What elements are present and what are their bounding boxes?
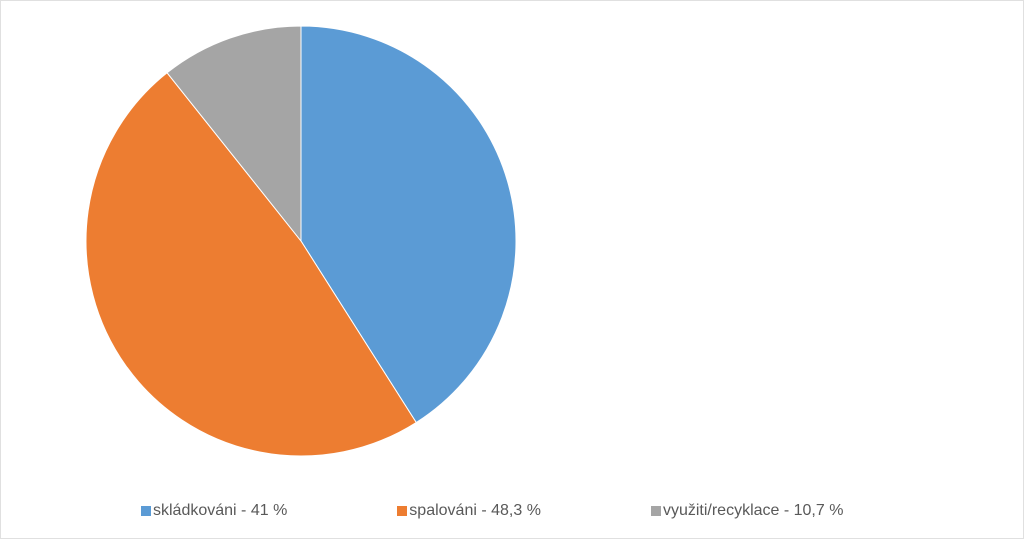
- legend-item-spalovani: spalováni - 48,3 %: [397, 502, 541, 520]
- legend: skládkováni - 41 % spalováni - 48,3 % vy…: [1, 502, 1023, 520]
- legend-label: skládkováni - 41 %: [153, 502, 287, 520]
- legend-item-vyuziti: využiti/recyklace - 10,7 %: [651, 502, 844, 520]
- legend-label: využiti/recyklace - 10,7 %: [663, 502, 844, 520]
- pie-svg: [81, 21, 521, 461]
- legend-swatch-icon: [141, 506, 151, 516]
- legend-swatch-icon: [651, 506, 661, 516]
- legend-item-skladkovani: skládkováni - 41 %: [141, 502, 287, 520]
- legend-swatch-icon: [397, 506, 407, 516]
- legend-label: spalováni - 48,3 %: [409, 502, 541, 520]
- chart-container: skládkováni - 41 % spalováni - 48,3 % vy…: [0, 0, 1024, 539]
- pie-chart: [81, 21, 521, 461]
